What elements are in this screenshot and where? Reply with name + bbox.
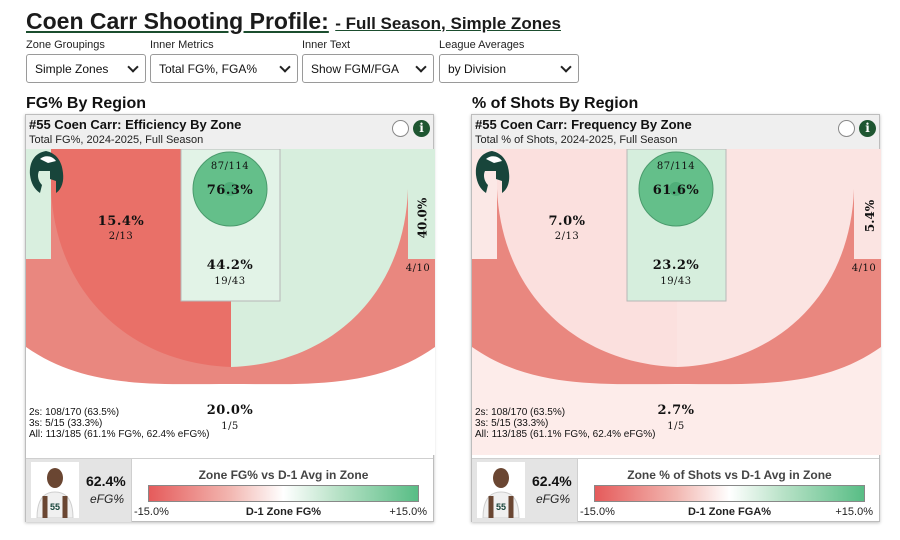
totals-2s: 2s: 108/170 (63.5%) [475, 407, 566, 418]
legend-min: -15.0% [134, 506, 169, 518]
inner-metrics-value: Total FG%, FGA% [159, 62, 258, 76]
paint-frac: 19/43 [214, 276, 246, 287]
spartan-helmet-logo [29, 151, 64, 193]
fg-by-region-title: FG% By Region [26, 95, 147, 112]
totals-3s: 3s: 5/15 (33.3%) [475, 418, 549, 429]
inner-text-label: Inner Text [302, 39, 351, 51]
mid-right-pct: 40.0% [415, 197, 430, 239]
panel-title: #55 Coen Carr: Efficiency By Zone [29, 117, 242, 132]
chevron-down-icon [560, 61, 572, 73]
frequency-panel: #55 Coen Carr: Frequency By Zone Total %… [471, 114, 881, 522]
efg-value: 62.4% [532, 473, 572, 489]
title-main: Coen Carr Shooting Profile: [26, 8, 329, 34]
mid-right-frac: 4/10 [405, 263, 431, 274]
player-box: 55 62.4% eFG% [472, 459, 578, 522]
toggle-ring-icon[interactable] [392, 120, 409, 137]
zone-groupings-value: Simple Zones [35, 62, 109, 76]
totals-2s: 2s: 108/170 (63.5%) [29, 407, 120, 418]
info-icon[interactable]: i [859, 120, 876, 137]
spartan-helmet-logo [475, 151, 510, 193]
rim-pct: 61.6% [652, 183, 700, 198]
title-sub: - Full Season, Simple Zones [335, 14, 561, 33]
panel-footer: 55 62.4% eFG% Zone FG% vs D-1 Avg in Zon… [26, 458, 433, 522]
inner-text-select[interactable]: Show FGM/FGA [302, 54, 434, 83]
page-title: Coen Carr Shooting Profile: - Full Seaso… [26, 8, 561, 35]
rim-frac: 87/114 [210, 161, 250, 172]
paint-frac: 19/43 [660, 276, 692, 287]
mid-left-frac: 2/13 [108, 231, 134, 242]
legend-title: Zone % of Shots vs D-1 Avg in Zone [627, 468, 832, 482]
below-arc-zone [26, 347, 435, 455]
right-corner-zone [854, 149, 881, 259]
chevron-down-icon [279, 61, 291, 73]
svg-text:55: 55 [50, 502, 60, 512]
player-box: 55 62.4% eFG% [26, 459, 132, 522]
mid-right-frac: 4/10 [851, 263, 877, 274]
three-frac: 1/5 [221, 421, 239, 432]
court-zones [26, 149, 435, 455]
legend-color-scale [148, 485, 419, 502]
mid-left-pct: 7.0% [548, 214, 586, 229]
efficiency-panel: #55 Coen Carr: Efficiency By Zone Total … [25, 114, 435, 522]
panel-title: #55 Coen Carr: Frequency By Zone [475, 117, 692, 132]
panel-subtitle: Total FG%, 2024-2025, Full Season [29, 134, 204, 146]
paint-pct: 44.2% [206, 258, 254, 273]
league-averages-value: by Division [448, 62, 507, 76]
legend-color-scale [594, 485, 865, 502]
panel-footer: 55 62.4% eFG% Zone % of Shots vs D-1 Avg… [472, 458, 879, 522]
player-photo: 55 [31, 462, 79, 518]
shots-by-region-title: % of Shots By Region [472, 95, 639, 112]
player-photo: 55 [477, 462, 525, 518]
mid-left-pct: 15.4% [97, 214, 145, 229]
legend-mid: D-1 Zone FG% [245, 506, 322, 518]
toggle-ring-icon[interactable] [838, 120, 855, 137]
league-averages-select[interactable]: by Division [439, 54, 579, 83]
paint-pct: 23.2% [652, 258, 700, 273]
below-arc-zone [472, 347, 881, 455]
zone-groupings-select[interactable]: Simple Zones [26, 54, 146, 83]
inner-metrics-select[interactable]: Total FG%, FGA% [150, 54, 298, 83]
legend-min: -15.0% [580, 506, 615, 518]
right-corner-zone [408, 149, 435, 259]
panel-header: #55 Coen Carr: Frequency By Zone Total %… [472, 115, 879, 149]
three-pct: 2.7% [657, 403, 695, 418]
inner-metrics-label: Inner Metrics [150, 39, 214, 51]
rim-dot [223, 182, 237, 196]
panel-subtitle: Total % of Shots, 2024-2025, Full Season [475, 134, 678, 146]
totals-all: All: 113/185 (61.1% FG%, 62.4% eFG%) [29, 429, 210, 440]
legend-mid: D-1 Zone FGA% [687, 506, 772, 518]
totals-block: 2s: 108/170 (63.5%) 3s: 5/15 (33.3%) All… [475, 407, 655, 440]
chevron-down-icon [415, 61, 427, 73]
svg-text:55: 55 [496, 502, 506, 512]
shot-chart-court: 87/114 61.6% 23.2% 19/43 7.0% 2/13 5.4% … [472, 149, 881, 455]
rim-dot [669, 182, 683, 196]
totals-3s: 3s: 5/15 (33.3%) [29, 418, 103, 429]
legend-max: +15.0% [835, 506, 873, 518]
zone-groupings-label: Zone Groupings [26, 39, 105, 51]
league-averages-label: League Averages [439, 39, 525, 51]
efg-label: eFG% [536, 492, 571, 506]
shot-chart-court: 87/114 76.3% 44.2% 19/43 15.4% 2/13 40.0… [26, 149, 435, 455]
mid-right-pct: 5.4% [863, 199, 878, 233]
rim-frac: 87/114 [656, 161, 696, 172]
legend-title: Zone FG% vs D-1 Avg in Zone [198, 468, 369, 482]
court-zones [472, 149, 881, 455]
legend-max: +15.0% [389, 506, 427, 518]
info-icon[interactable]: i [413, 120, 430, 137]
panel-header: #55 Coen Carr: Efficiency By Zone Total … [26, 115, 433, 149]
totals-block: 2s: 108/170 (63.5%) 3s: 5/15 (33.3%) All… [29, 407, 209, 440]
efg-value: 62.4% [86, 473, 126, 489]
rim-pct: 76.3% [206, 183, 254, 198]
three-frac: 1/5 [667, 421, 685, 432]
efg-label: eFG% [90, 492, 125, 506]
mid-left-frac: 2/13 [554, 231, 580, 242]
totals-all: All: 113/185 (61.1% FG%, 62.4% eFG%) [475, 429, 656, 440]
inner-text-value: Show FGM/FGA [311, 62, 400, 76]
chevron-down-icon [127, 61, 139, 73]
three-pct: 20.0% [206, 403, 254, 418]
